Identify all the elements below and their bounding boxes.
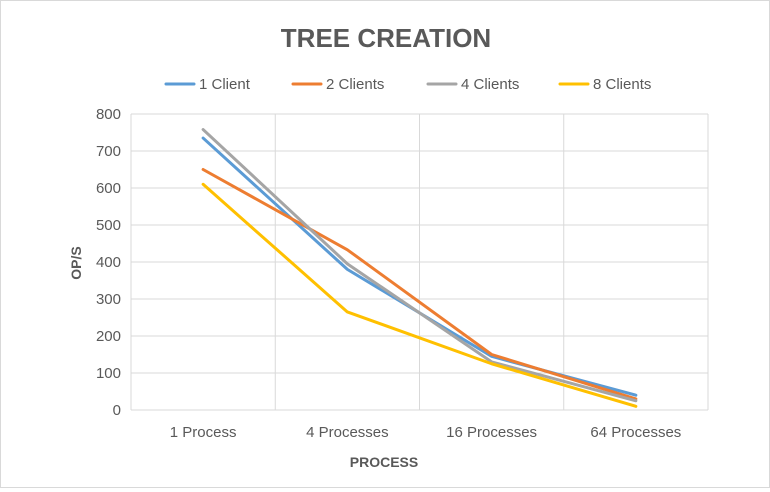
legend-item-8-clients: 8 Clients — [560, 76, 651, 93]
legend-label: 4 Clients — [461, 76, 519, 93]
y-tick-label: 500 — [96, 217, 121, 234]
y-tick-label: 400 — [96, 254, 121, 271]
legend-item-4-clients: 4 Clients — [428, 76, 519, 93]
x-tick-label: 4 Processes — [306, 424, 389, 441]
legend: 1 Client 2 Clients 4 Clients 8 Clients — [166, 76, 651, 93]
y-tick-label: 700 — [96, 143, 121, 160]
legend-label: 2 Clients — [326, 76, 384, 93]
y-axis-ticks: 0 100 200 300 400 500 600 700 800 — [96, 106, 121, 419]
legend-label: 8 Clients — [593, 76, 651, 93]
x-tick-label: 16 Processes — [446, 424, 537, 441]
legend-item-2-clients: 2 Clients — [293, 76, 384, 93]
y-tick-label: 600 — [96, 180, 121, 197]
x-tick-label: 1 Process — [170, 424, 237, 441]
y-tick-label: 300 — [96, 291, 121, 308]
x-axis-title: PROCESS — [350, 454, 418, 470]
legend-item-1-client: 1 Client — [166, 76, 251, 93]
y-tick-label: 100 — [96, 365, 121, 382]
legend-label: 1 Client — [199, 76, 251, 93]
gridlines — [131, 114, 708, 410]
y-tick-label: 0 — [113, 402, 121, 419]
y-tick-label: 800 — [96, 106, 121, 123]
y-tick-label: 200 — [96, 328, 121, 345]
chart-title: TREE CREATION — [281, 23, 491, 53]
x-axis-ticks: 1 Process 4 Processes 16 Processes 64 Proce… — [170, 424, 682, 441]
x-tick-label: 64 Processes — [590, 424, 681, 441]
y-axis-title: OP/S — [68, 246, 84, 279]
